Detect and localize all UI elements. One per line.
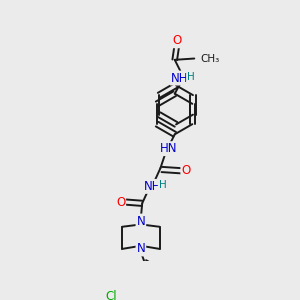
Text: O: O bbox=[181, 164, 190, 177]
Text: Cl: Cl bbox=[105, 290, 117, 300]
Text: H: H bbox=[187, 72, 195, 82]
Text: H: H bbox=[159, 180, 167, 190]
Text: N: N bbox=[136, 214, 145, 227]
Text: N: N bbox=[136, 242, 145, 255]
Text: NH: NH bbox=[171, 72, 188, 85]
Text: HN: HN bbox=[160, 142, 177, 155]
Text: O: O bbox=[172, 34, 182, 47]
Text: NH: NH bbox=[144, 180, 161, 193]
Text: CH₃: CH₃ bbox=[200, 53, 219, 64]
Text: O: O bbox=[116, 196, 125, 208]
